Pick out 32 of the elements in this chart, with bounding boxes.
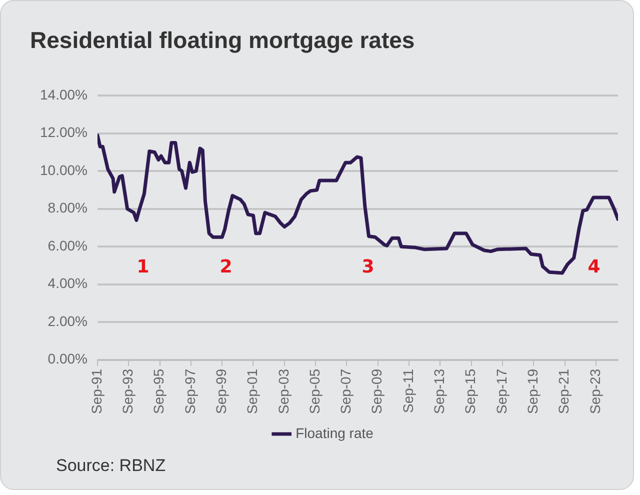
x-tick-label: Sep-05 bbox=[306, 368, 322, 414]
x-tick-label: Sep-13 bbox=[431, 368, 448, 414]
x-tick-label: Sep-21 bbox=[556, 368, 572, 414]
x-tick-label: Sep-17 bbox=[493, 368, 510, 414]
x-tick-label: Sep-09 bbox=[368, 368, 385, 414]
y-tick-label: 12.00% bbox=[40, 124, 88, 140]
x-tick-label: Sep-11 bbox=[400, 368, 416, 413]
y-tick-label: 6.00% bbox=[48, 237, 88, 254]
x-tick-label: Sep-07 bbox=[338, 368, 354, 414]
y-tick-label: 8.00% bbox=[48, 200, 88, 216]
annotation: 3 bbox=[362, 256, 374, 278]
source-note: Source: RBNZ bbox=[56, 456, 166, 475]
x-tick-label: Sep-99 bbox=[212, 368, 229, 414]
x-tick-label: Sep-03 bbox=[275, 368, 292, 414]
x-tick-label: Sep-95 bbox=[150, 368, 167, 414]
x-tick-label: Sep-91 bbox=[88, 368, 104, 414]
x-tick-label: Sep-15 bbox=[462, 368, 478, 414]
annotation: 1 bbox=[136, 256, 150, 278]
annotation: 4 bbox=[588, 256, 600, 278]
y-tick-label: 2.00% bbox=[48, 312, 88, 329]
y-tick-label: 0.00% bbox=[48, 350, 88, 367]
x-tick-label: Sep-97 bbox=[182, 368, 198, 414]
y-tick-label: 10.00% bbox=[40, 162, 88, 178]
annotation: 2 bbox=[220, 256, 232, 278]
legend-label: Floating rate bbox=[296, 424, 374, 441]
x-tick-label: Sep-93 bbox=[119, 368, 136, 414]
y-tick-label: 4.00% bbox=[48, 275, 88, 292]
x-tick-label: Sep-23 bbox=[586, 368, 603, 414]
x-tick-label: Sep-19 bbox=[524, 368, 540, 414]
x-tick-label: Sep-01 bbox=[244, 368, 260, 414]
chart-title: Residential floating mortgage rates bbox=[30, 27, 415, 54]
y-tick-label: 14.00% bbox=[40, 86, 88, 102]
